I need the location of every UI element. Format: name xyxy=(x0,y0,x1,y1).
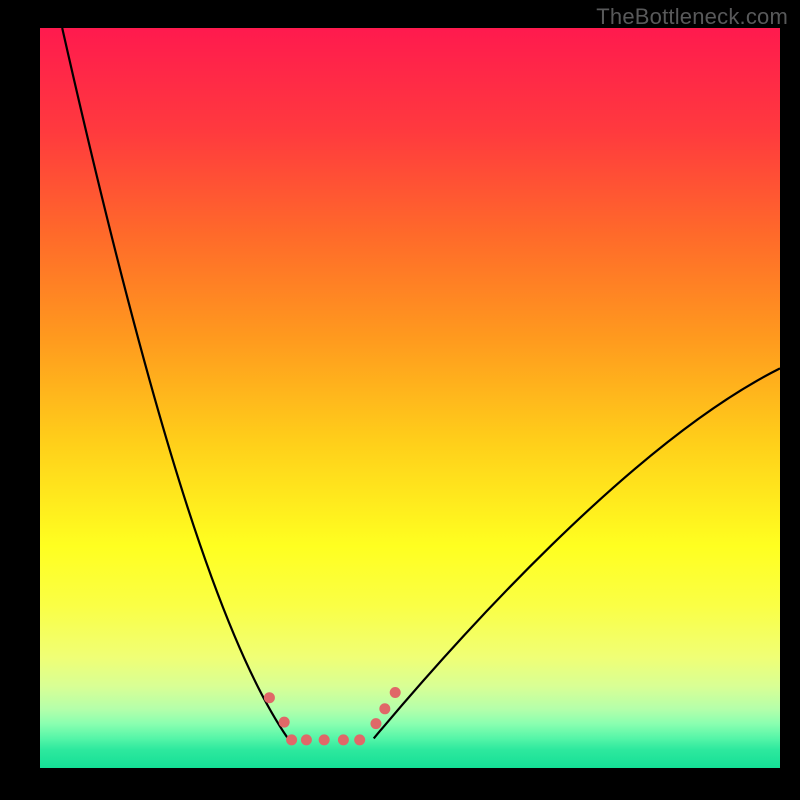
marker-point-5 xyxy=(338,735,348,745)
watermark-text: TheBottleneck.com xyxy=(596,4,788,30)
marker-point-8 xyxy=(380,704,390,714)
marker-point-3 xyxy=(301,735,311,745)
marker-point-4 xyxy=(319,735,329,745)
marker-point-6 xyxy=(355,735,365,745)
marker-point-1 xyxy=(279,717,289,727)
marker-point-9 xyxy=(390,688,400,698)
curves-group xyxy=(62,28,780,738)
curve-right xyxy=(374,368,780,738)
curve-left xyxy=(62,28,288,738)
markers-group xyxy=(264,688,400,745)
plot-area xyxy=(40,28,780,768)
marker-point-0 xyxy=(264,693,274,703)
chart-overlay-svg xyxy=(40,28,780,768)
marker-point-7 xyxy=(371,719,381,729)
marker-point-2 xyxy=(287,735,297,745)
